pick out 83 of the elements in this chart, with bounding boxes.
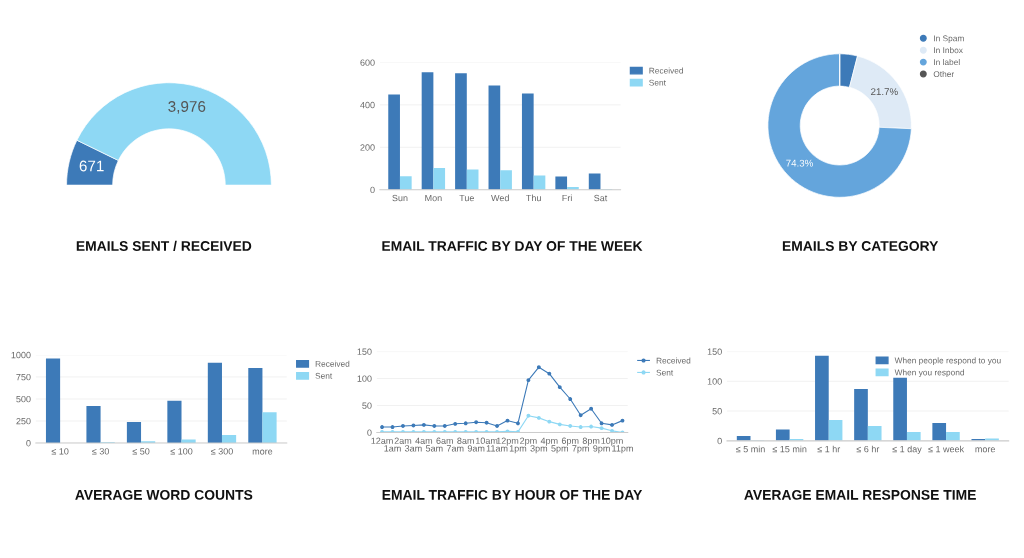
x-tick-label: ≤ 6 hr: [856, 445, 880, 453]
x-tick-label: ≤ 1 hr: [817, 445, 841, 453]
y-tick-label: 150: [357, 348, 372, 355]
data-label: 3,976: [168, 101, 206, 114]
data-label: 21.7%: [871, 88, 898, 96]
y-tick-label: 750: [16, 373, 31, 381]
x-tick-label: 8pm: [582, 437, 600, 446]
x-tick-label: 8am: [457, 437, 474, 444]
legend-label: Received: [649, 67, 683, 74]
x-tick-label: 2pm: [520, 437, 537, 446]
text: AVERAGE EMAIL RESPONSE TIME: [744, 489, 976, 500]
x-tick-label: 6am: [436, 437, 453, 444]
x-tick-label: 5am: [425, 445, 443, 452]
legend-label: When people respond to you: [894, 357, 1001, 366]
text: EMAILS BY CATEGORY: [782, 241, 939, 251]
y-tick-label: 600: [360, 59, 375, 66]
text: EMAILS SENT / RECEIVED: [76, 240, 252, 252]
x-tick-label: 9pm: [593, 445, 610, 454]
legend-label: Sent: [649, 79, 666, 86]
y-tick-label: 0: [367, 429, 372, 436]
y-tick-label: 0: [370, 186, 375, 194]
legend-label: When you respond: [894, 369, 965, 378]
y-tick-label: 500: [16, 395, 31, 403]
x-tick-label: 12am: [371, 437, 393, 444]
x-tick-label: ≤ 1 day: [892, 445, 922, 455]
x-tick-label: more: [252, 449, 273, 455]
text: EMAIL TRAFFIC BY DAY OF THE WEEK: [382, 241, 643, 251]
y-tick-label: 150: [707, 348, 722, 355]
y-tick-label: 50: [712, 408, 722, 415]
legend-label: In Inbox: [934, 47, 963, 54]
text: AVERAGE WORD COUNTS: [75, 489, 253, 500]
y-tick-label: 200: [360, 144, 375, 151]
x-tick-label: 12pm: [496, 437, 519, 446]
y-tick-label: 0: [717, 437, 722, 445]
y-tick-label: 100: [357, 375, 372, 382]
x-tick-label: ≤ 15 min: [772, 445, 807, 453]
x-tick-label: Wed: [491, 194, 509, 202]
x-tick-label: Mon: [425, 194, 442, 202]
text: EMAIL TRAFFIC BY HOUR OF THE DAY: [382, 489, 643, 500]
y-tick-label: 1000: [11, 351, 31, 359]
y-tick-label: 0: [26, 440, 31, 447]
x-tick-label: 10pm: [601, 437, 623, 446]
x-tick-label: 3am: [404, 445, 422, 452]
data-label: 74.3%: [786, 159, 813, 167]
x-tick-label: Sun: [392, 194, 408, 202]
x-tick-label: Sat: [594, 194, 608, 202]
x-tick-label: 7am: [446, 445, 464, 452]
y-tick-label: 100: [707, 378, 722, 385]
x-tick-label: ≤ 1 week: [928, 445, 965, 453]
x-tick-label: 3pm: [530, 445, 548, 454]
x-tick-label: 4am: [415, 437, 433, 444]
y-tick-label: 250: [16, 417, 31, 425]
x-tick-label: Thu: [526, 194, 541, 202]
legend-label: Received: [656, 357, 691, 364]
y-tick-label: 400: [360, 101, 375, 109]
x-tick-label: 6pm: [561, 437, 579, 446]
x-tick-label: 7pm: [572, 445, 589, 454]
x-tick-label: 2am: [394, 437, 412, 444]
legend-label: In Spam: [934, 35, 964, 43]
x-tick-label: 1am: [384, 445, 401, 452]
x-tick-label: ≤ 30: [92, 448, 109, 455]
x-tick-label: 10am: [475, 437, 498, 444]
x-tick-label: 5pm: [551, 445, 568, 454]
x-tick-label: 4pm: [540, 437, 558, 446]
x-tick-label: 1pm: [509, 445, 527, 454]
x-tick-label: more: [975, 447, 996, 453]
x-tick-label: ≤ 50: [132, 448, 150, 455]
data-label: 671: [79, 160, 104, 172]
legend-label: Sent: [656, 369, 674, 376]
legend-label: Other: [933, 70, 955, 78]
x-tick-label: ≤ 100: [170, 448, 193, 455]
x-tick-label: ≤ 10: [51, 448, 69, 455]
legend-label: Received: [315, 360, 350, 367]
x-tick-label: 11pm: [612, 445, 633, 454]
x-tick-label: ≤ 5 min: [736, 445, 765, 453]
x-tick-label: 11am: [486, 445, 508, 452]
y-tick-label: 50: [362, 402, 372, 409]
x-tick-label: 9am: [467, 445, 485, 452]
x-tick-label: Tue: [459, 194, 475, 202]
x-tick-label: Fri: [562, 194, 572, 202]
legend-label: In label: [934, 58, 960, 66]
x-tick-label: ≤ 300: [210, 448, 233, 455]
legend-label: Sent: [315, 372, 333, 379]
